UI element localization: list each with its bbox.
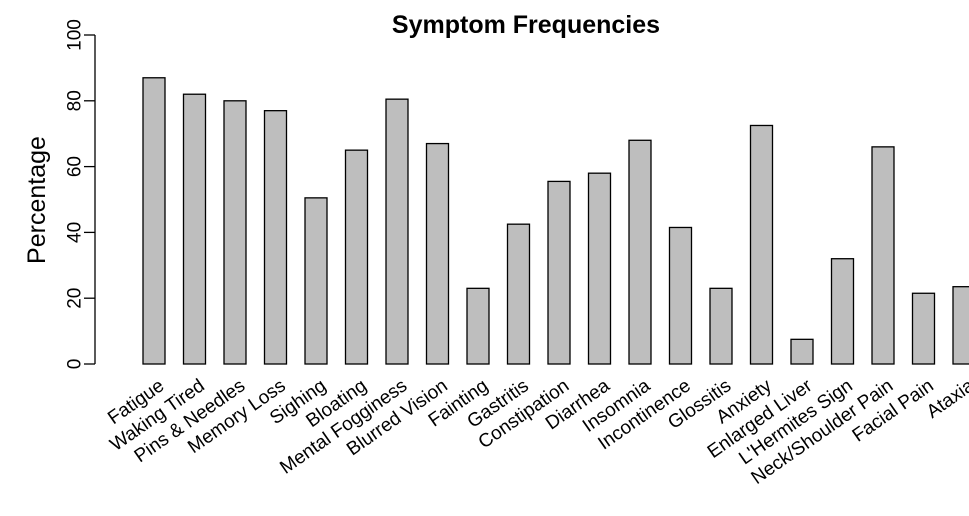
bar bbox=[709, 287, 733, 365]
bar bbox=[385, 98, 409, 365]
bar bbox=[142, 77, 166, 365]
bar bbox=[830, 258, 855, 365]
bar bbox=[304, 197, 328, 365]
bar bbox=[587, 172, 612, 365]
bar bbox=[425, 142, 450, 365]
y-tick-label: 0 bbox=[65, 359, 86, 370]
bar bbox=[547, 180, 571, 365]
y-tick-label: 80 bbox=[65, 90, 86, 111]
y-tick-label: 20 bbox=[65, 288, 86, 309]
y-tick-label: 40 bbox=[65, 222, 86, 243]
y-tick-label: 60 bbox=[65, 156, 86, 177]
y-axis-label: Percentage bbox=[23, 136, 51, 264]
bars bbox=[142, 77, 969, 365]
bar bbox=[668, 226, 693, 365]
bar bbox=[911, 292, 936, 365]
bar bbox=[344, 149, 369, 365]
bar bbox=[790, 338, 814, 365]
bar bbox=[506, 223, 531, 365]
bar bbox=[952, 286, 969, 365]
bar bbox=[223, 100, 247, 365]
y-axis: 0 20 40 60 80 100 bbox=[65, 19, 96, 369]
y-tick-label: 100 bbox=[65, 19, 86, 51]
bar bbox=[749, 124, 774, 365]
chart-title: Symptom Frequencies bbox=[392, 11, 660, 39]
bar bbox=[871, 146, 895, 365]
bar bbox=[628, 139, 652, 365]
bar bbox=[182, 93, 207, 365]
bar bbox=[466, 287, 490, 365]
bar bbox=[263, 110, 288, 365]
